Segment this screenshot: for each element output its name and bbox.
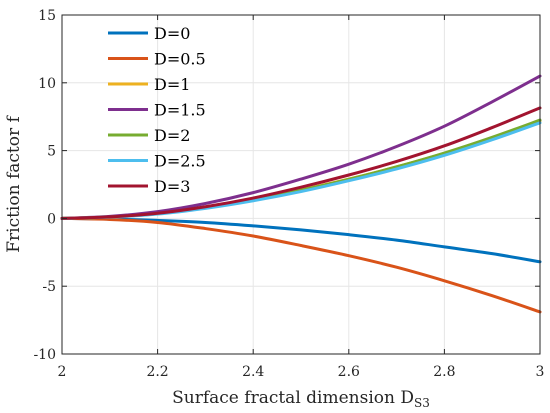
legend-label: D=2 <box>154 126 190 145</box>
axis-ticks: 2 2.2 2.4 2.6 2.8 3 -10 -5 0 5 10 15 <box>33 8 544 380</box>
x-axis-label: Surface fractal dimension DS3 <box>172 388 430 410</box>
series-line-6 <box>60 106 542 220</box>
y-tick-label: 10 <box>38 76 56 92</box>
x-tick-label: 2.8 <box>433 364 455 380</box>
x-axis-label-main: Surface fractal dimension D <box>172 388 414 408</box>
y-tick-label: 15 <box>38 8 56 24</box>
series-line-1 <box>60 216 542 314</box>
x-tick-label: 2.2 <box>146 364 168 380</box>
y-tick-label: 0 <box>47 211 56 227</box>
y-tick-label: -5 <box>42 279 56 295</box>
y-tick-label: 5 <box>47 144 56 160</box>
legend-label: D=0 <box>154 24 190 43</box>
plot-frame <box>61 14 541 355</box>
legend-label: D=2.5 <box>154 152 206 171</box>
legend-label: D=0.5 <box>154 50 206 69</box>
legend: D=0 D=0.5 D=1 D=1.5 D=2 D=2.5 D=3 <box>108 24 206 196</box>
x-tick-label: 2 <box>58 364 67 380</box>
series-lines <box>60 74 542 314</box>
y-tick-label: -10 <box>33 347 56 363</box>
x-tick-label: 2.4 <box>242 364 264 380</box>
legend-label: D=3 <box>154 177 190 196</box>
y-axis-label: Friction factor f <box>4 115 24 253</box>
legend-label: D=1.5 <box>154 101 206 120</box>
x-tick-label: 3 <box>536 364 545 380</box>
x-axis-label-subscript: S3 <box>414 396 430 410</box>
legend-label: D=1 <box>154 75 190 94</box>
x-tick-label: 2.6 <box>338 364 360 380</box>
